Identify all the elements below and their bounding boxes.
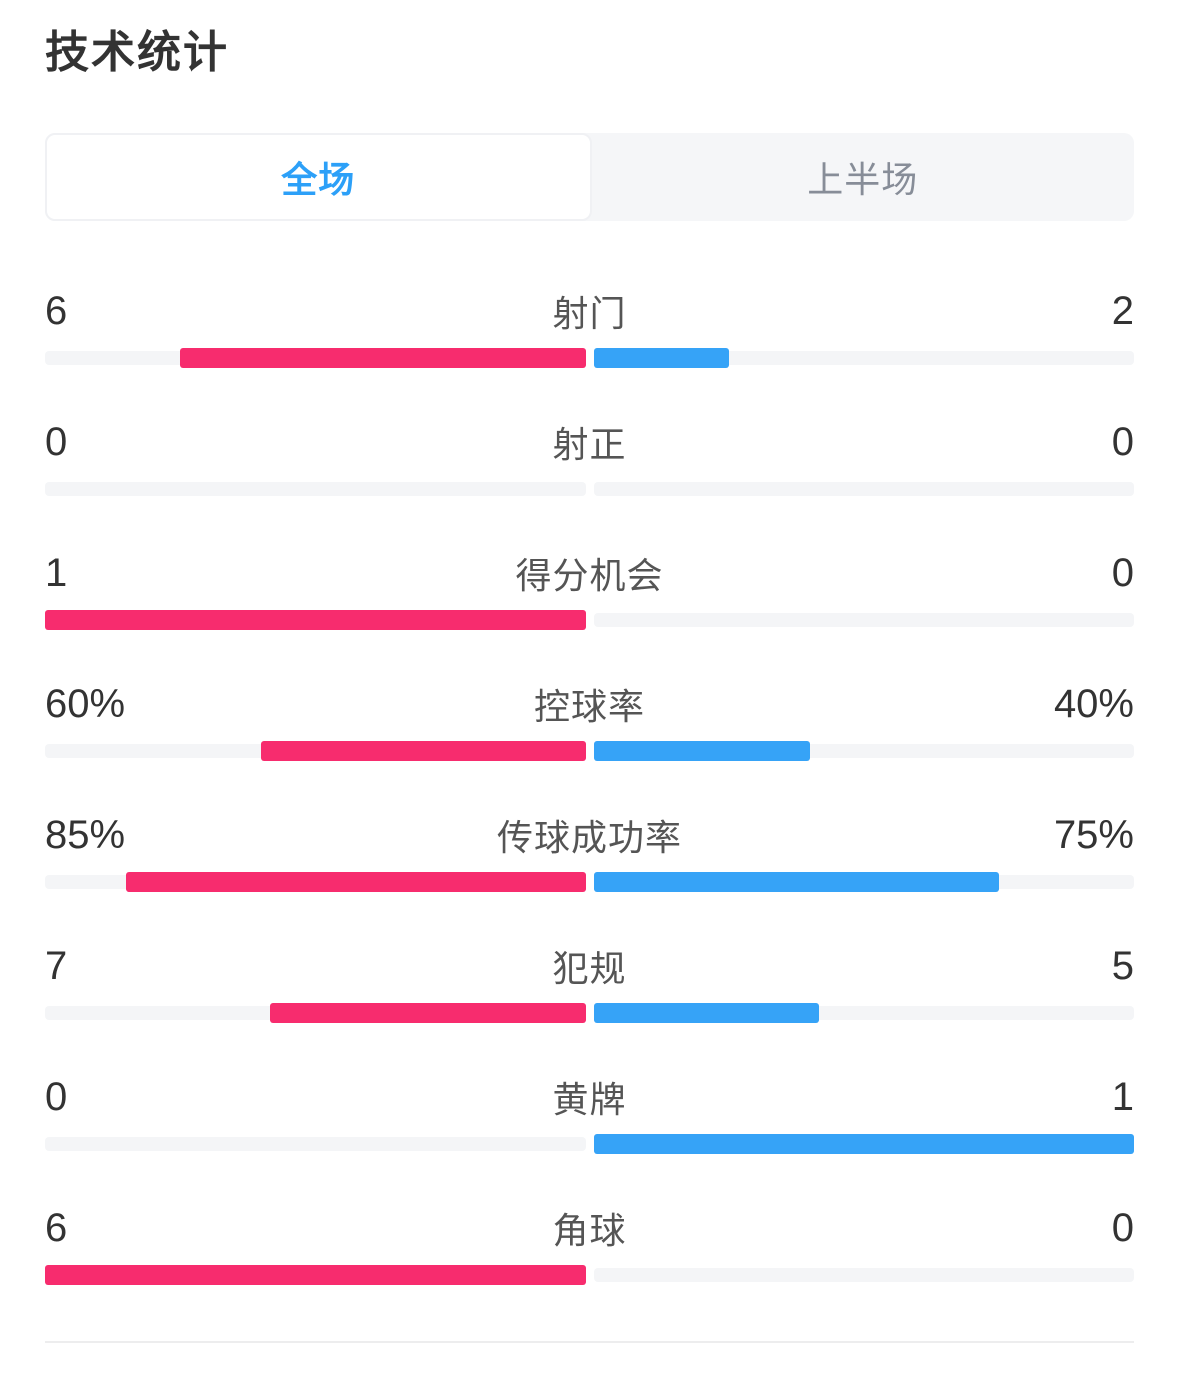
stat-label: 射正 bbox=[552, 424, 627, 465]
stat-text-row: 0 射正 0 bbox=[45, 419, 1134, 465]
stat-bar bbox=[45, 610, 1134, 630]
away-bar-fill bbox=[593, 348, 729, 368]
stat-label: 得分机会 bbox=[515, 555, 664, 596]
home-value: 6 bbox=[45, 1206, 68, 1250]
away-bar-half bbox=[593, 348, 1134, 368]
stat-row: 1 得分机会 0 bbox=[45, 550, 1134, 630]
home-value: 0 bbox=[45, 420, 68, 464]
stat-row: 85% 传球成功率 75% bbox=[45, 812, 1134, 892]
home-bar-half bbox=[45, 741, 586, 761]
stat-bar bbox=[45, 872, 1134, 892]
home-value: 85% bbox=[45, 813, 126, 857]
away-bar-fill bbox=[593, 741, 810, 761]
away-bar-track bbox=[593, 482, 1134, 496]
stat-row: 60% 控球率 40% bbox=[45, 681, 1134, 761]
home-bar-track bbox=[45, 1137, 586, 1151]
stat-bar bbox=[45, 1003, 1134, 1023]
stat-row: 6 角球 0 bbox=[45, 1205, 1134, 1285]
tab-full-match[interactable]: 全场 bbox=[45, 133, 592, 221]
away-bar-fill bbox=[593, 1003, 819, 1023]
home-bar-half bbox=[45, 610, 586, 630]
stat-bar bbox=[45, 479, 1134, 499]
home-bar-fill bbox=[261, 741, 586, 761]
home-bar-fill bbox=[45, 610, 586, 630]
away-bar-track bbox=[593, 1268, 1134, 1282]
home-bar-fill bbox=[126, 872, 586, 892]
stat-label: 黄牌 bbox=[552, 1079, 627, 1120]
home-bar-fill bbox=[270, 1003, 586, 1023]
away-value: 0 bbox=[1111, 420, 1134, 464]
away-bar-half bbox=[593, 1003, 1134, 1023]
page-title: 技术统计 bbox=[45, 28, 229, 77]
home-bar-half bbox=[45, 479, 586, 499]
away-value: 0 bbox=[1111, 551, 1134, 595]
stat-row: 7 犯规 5 bbox=[45, 943, 1134, 1023]
away-bar-half bbox=[593, 1134, 1134, 1154]
away-bar-half bbox=[593, 741, 1134, 761]
bottom-divider bbox=[45, 1341, 1134, 1343]
stat-text-row: 60% 控球率 40% bbox=[45, 681, 1134, 727]
stat-text-row: 0 黄牌 1 bbox=[45, 1074, 1134, 1120]
home-bar-half bbox=[45, 348, 586, 368]
home-bar-half bbox=[45, 872, 586, 892]
stat-label: 传球成功率 bbox=[496, 817, 682, 858]
home-value: 60% bbox=[45, 682, 126, 726]
home-value: 6 bbox=[45, 289, 68, 333]
away-bar-half bbox=[593, 479, 1134, 499]
stat-text-row: 1 得分机会 0 bbox=[45, 550, 1134, 596]
home-bar-fill bbox=[180, 348, 586, 368]
stat-label: 控球率 bbox=[533, 686, 645, 727]
home-bar-track bbox=[45, 482, 586, 496]
away-value: 0 bbox=[1111, 1206, 1134, 1250]
home-bar-half bbox=[45, 1003, 586, 1023]
away-value: 5 bbox=[1111, 944, 1134, 988]
away-bar-fill bbox=[593, 872, 999, 892]
away-value: 2 bbox=[1111, 289, 1134, 333]
stat-bar bbox=[45, 348, 1134, 368]
home-bar-fill bbox=[45, 1265, 586, 1285]
stat-row: 0 黄牌 1 bbox=[45, 1074, 1134, 1154]
home-bar-half bbox=[45, 1134, 586, 1154]
away-bar-half bbox=[593, 610, 1134, 630]
stat-text-row: 6 角球 0 bbox=[45, 1205, 1134, 1251]
away-value: 40% bbox=[1053, 682, 1134, 726]
away-bar-half bbox=[593, 872, 1134, 892]
stat-bar bbox=[45, 741, 1134, 761]
stats-panel: 技术统计 全场 上半场 6 射门 2 0 射正 0 bbox=[0, 26, 1179, 1343]
away-bar-track bbox=[593, 351, 1134, 365]
away-bar-half bbox=[593, 1265, 1134, 1285]
stat-label: 犯规 bbox=[552, 948, 627, 989]
tab-first-half[interactable]: 上半场 bbox=[807, 159, 919, 200]
away-value: 1 bbox=[1111, 1075, 1134, 1119]
stat-text-row: 85% 传球成功率 75% bbox=[45, 812, 1134, 858]
stat-rows: 6 射门 2 0 射正 0 bbox=[45, 288, 1134, 1285]
home-bar-half bbox=[45, 1265, 586, 1285]
away-value: 75% bbox=[1053, 813, 1134, 857]
home-value: 1 bbox=[45, 551, 68, 595]
stat-row: 0 射正 0 bbox=[45, 419, 1134, 499]
stat-bar bbox=[45, 1265, 1134, 1285]
stat-row: 6 射门 2 bbox=[45, 288, 1134, 368]
stat-text-row: 6 射门 2 bbox=[45, 288, 1134, 334]
home-value: 0 bbox=[45, 1075, 68, 1119]
away-bar-track bbox=[593, 613, 1134, 627]
stat-label: 射门 bbox=[552, 293, 627, 334]
stat-label: 角球 bbox=[552, 1210, 627, 1251]
stat-bar bbox=[45, 1134, 1134, 1154]
tab-bar: 全场 上半场 bbox=[45, 133, 1134, 221]
stat-text-row: 7 犯规 5 bbox=[45, 943, 1134, 989]
away-bar-fill bbox=[593, 1134, 1134, 1154]
home-value: 7 bbox=[45, 944, 68, 988]
